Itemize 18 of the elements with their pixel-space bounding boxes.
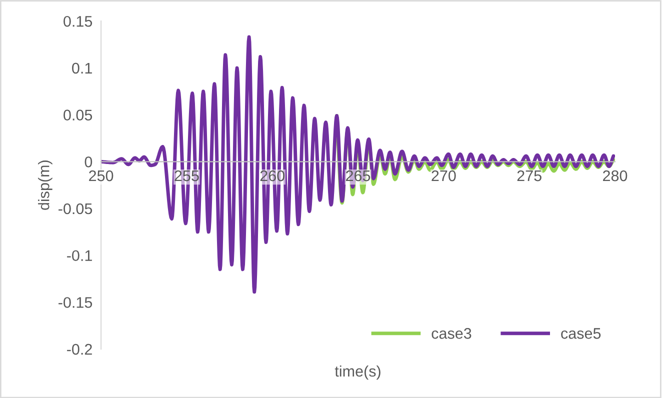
x-tick-label: 250 — [89, 170, 114, 182]
x-tick-label: 280 — [603, 170, 628, 182]
y-tick-label: 0.1 — [72, 62, 92, 74]
x-tick-label: 270 — [432, 170, 456, 182]
x-tick-label: 275 — [517, 170, 542, 182]
y-tick-label: -0.15 — [58, 297, 92, 308]
legend-label: case5 — [561, 328, 601, 339]
y-tick-label: -0.2 — [67, 344, 92, 355]
y-tick-label: 0 — [84, 156, 92, 168]
y-tick-label: 0.15 — [64, 16, 92, 27]
y-axis-title: disp(m) — [38, 160, 52, 210]
x-tick-label: 265 — [346, 170, 370, 182]
legend-label: case3 — [432, 328, 472, 339]
y-tick-label: 0.05 — [64, 110, 92, 120]
x-tick-label: 255 — [174, 170, 199, 182]
x-axis-title: time(s) — [334, 365, 380, 380]
y-tick-label: -0.1 — [67, 250, 92, 262]
y-tick-label: -0.05 — [58, 203, 92, 214]
